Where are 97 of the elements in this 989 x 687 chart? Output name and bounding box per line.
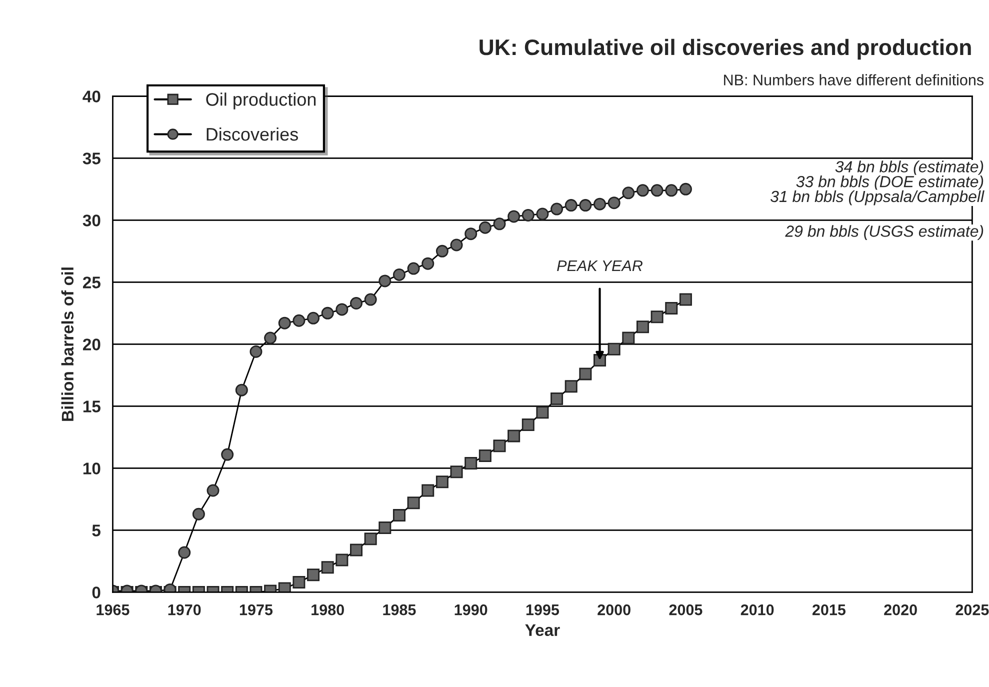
point — [594, 198, 606, 210]
x-tick-label: 1985 — [383, 604, 416, 616]
point — [436, 244, 448, 258]
y-axis-title: Billion barrels of oil — [61, 268, 74, 421]
x-tick-label: 2025 — [956, 604, 989, 616]
point — [292, 314, 306, 327]
point — [579, 368, 592, 380]
point — [636, 320, 649, 334]
point — [307, 312, 320, 324]
point — [450, 238, 463, 252]
annotation: 34 bn bbls (estimate) — [835, 160, 984, 176]
point — [436, 476, 448, 488]
point — [493, 218, 506, 230]
point — [608, 196, 620, 210]
point — [679, 182, 692, 196]
point — [364, 532, 377, 546]
y-tick-label: 0 — [92, 586, 100, 598]
x-tick-label: 2015 — [812, 604, 846, 616]
y-tick-label: 25 — [82, 276, 100, 288]
point — [464, 228, 478, 240]
point — [450, 466, 463, 478]
x-tick-label: 2020 — [884, 604, 917, 616]
legend-label: Oil production — [206, 92, 316, 110]
x-tick-label: 2000 — [598, 604, 630, 616]
point — [665, 184, 678, 197]
point — [564, 380, 578, 393]
point — [636, 184, 649, 197]
point — [221, 448, 234, 461]
y-tick-label: 30 — [82, 214, 100, 226]
point — [650, 184, 664, 197]
point — [321, 561, 334, 574]
point — [493, 440, 506, 452]
x-tick-label: 1995 — [526, 604, 560, 616]
point — [178, 546, 191, 559]
point — [336, 554, 348, 566]
annotation: PEAK YEAR — [557, 260, 642, 272]
point — [292, 576, 306, 589]
point — [407, 262, 420, 275]
point — [522, 208, 534, 222]
y-tick-label: 5 — [92, 524, 100, 536]
point — [321, 306, 334, 320]
point — [392, 509, 406, 522]
point — [250, 345, 262, 358]
x-tick-label: 2005 — [669, 604, 702, 616]
y-tick-label: 35 — [82, 152, 100, 164]
chart-title: UK: Cumulative oil discoveries and production — [480, 38, 971, 60]
point — [378, 521, 392, 534]
point — [665, 302, 678, 314]
legend-label: Discoveries — [206, 127, 298, 141]
point — [364, 293, 377, 306]
x-tick-label: 1980 — [312, 604, 344, 616]
point — [192, 508, 205, 520]
point — [478, 221, 492, 234]
point — [550, 202, 564, 216]
point — [536, 208, 549, 220]
point — [608, 342, 620, 356]
annotation: 29 bn bbls (USGS estimate) — [785, 225, 984, 240]
text: NB: Numbers have different definitions — [724, 74, 984, 86]
y-tick-label: 15 — [83, 400, 100, 412]
point — [422, 257, 434, 270]
point — [235, 384, 248, 396]
x-tick-label: 1965 — [96, 604, 130, 616]
point — [650, 310, 664, 324]
point — [622, 332, 635, 344]
x-tick-label: 1975 — [240, 604, 273, 616]
point — [392, 268, 406, 281]
y-tick-label: 10 — [83, 462, 100, 474]
point — [508, 430, 520, 442]
point — [378, 274, 392, 288]
point — [422, 484, 434, 497]
point — [508, 210, 520, 223]
point — [679, 293, 692, 306]
point — [522, 418, 534, 432]
point — [536, 406, 549, 419]
x-axis-title: Year — [525, 624, 560, 636]
point — [350, 297, 363, 310]
x-tick-label: 2010 — [740, 604, 774, 616]
point — [278, 582, 291, 592]
point — [307, 568, 320, 582]
point — [622, 186, 635, 200]
point — [550, 392, 564, 405]
y-tick-label: 40 — [82, 90, 100, 102]
annotation: 31 bn bbls (Uppsala/Campbell — [770, 190, 984, 206]
point — [264, 332, 277, 344]
x-tick-label: 1970 — [168, 604, 201, 616]
point — [350, 544, 363, 556]
annotation: 33 bn bbls (DOE estimate) — [796, 176, 984, 190]
point — [407, 496, 420, 510]
point — [336, 303, 348, 316]
point — [564, 199, 578, 212]
point — [206, 484, 220, 497]
x-tick-label: 1990 — [454, 604, 488, 616]
y-tick-label: 20 — [82, 338, 100, 350]
point — [278, 316, 291, 330]
point — [579, 199, 592, 212]
point — [478, 450, 492, 462]
point — [464, 456, 478, 470]
